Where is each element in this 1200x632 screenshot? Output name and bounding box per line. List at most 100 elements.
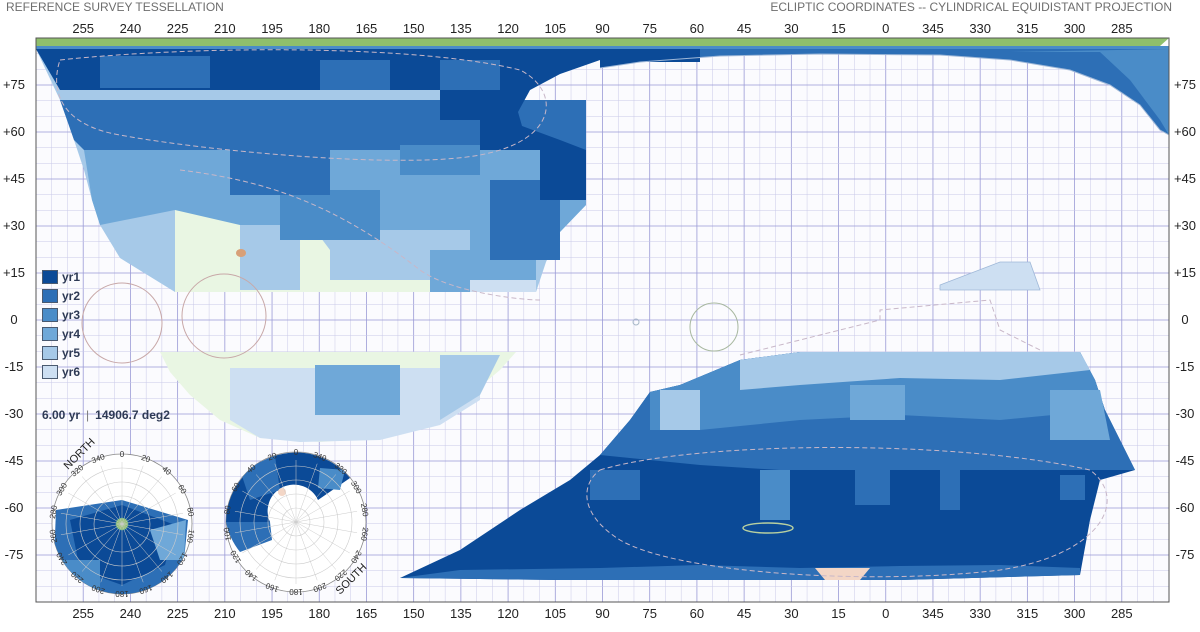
lat-tick-label: -75 bbox=[5, 547, 24, 562]
polar-spoke bbox=[68, 523, 123, 556]
top-edge-strip bbox=[36, 46, 1169, 49]
lat-tick-label: +15 bbox=[3, 265, 25, 280]
polar-tick-label: 280 bbox=[359, 503, 370, 518]
polar-tick-label: 80 bbox=[185, 507, 196, 518]
lat-tick-label: +30 bbox=[3, 218, 25, 233]
lon-tick-label: 105 bbox=[544, 21, 566, 36]
lon-tick-label: 120 bbox=[497, 21, 519, 36]
survey-summary: 6.00 yr | 14906.7 deg2 bbox=[42, 408, 170, 422]
reference-circle bbox=[689, 302, 739, 352]
lat-tick-label: +30 bbox=[1174, 218, 1196, 233]
north-wrap-yr1 bbox=[600, 49, 700, 68]
legend-label: yr2 bbox=[62, 288, 81, 303]
lon-tick-label: 135 bbox=[450, 606, 472, 621]
lat-tick-label: +15 bbox=[1174, 265, 1196, 280]
south-yr2-block bbox=[590, 470, 640, 500]
legend-swatch bbox=[42, 288, 58, 303]
dashed-track bbox=[739, 299, 1041, 356]
polar-tick-label: 160 bbox=[137, 583, 153, 596]
polar-spoke bbox=[100, 523, 123, 583]
lon-tick-label: 45 bbox=[737, 21, 751, 36]
polar-tick-label: 100 bbox=[185, 529, 196, 544]
south-yr2-block bbox=[855, 470, 890, 505]
polar-tick-label: 200 bbox=[90, 583, 106, 596]
polar-spoke bbox=[295, 510, 358, 523]
polar-tick-label: 340 bbox=[312, 450, 328, 463]
lon-tick-label: 315 bbox=[1017, 21, 1039, 36]
plot-frame bbox=[35, 37, 1170, 603]
lat-tick-label: +60 bbox=[3, 124, 25, 139]
lon-tick-label: 15 bbox=[831, 606, 845, 621]
polar-tick-label: 340 bbox=[90, 452, 106, 465]
south-dashed-contour bbox=[586, 447, 1108, 578]
projection-title: ECLIPTIC COORDINATES -- CYLINDRICAL EQUI… bbox=[770, 0, 1172, 14]
lon-tick-label: 285 bbox=[1111, 606, 1133, 621]
polar-tick-label: 0 bbox=[294, 448, 299, 457]
legend-item: yr2 bbox=[42, 286, 80, 305]
lon-tick-label: 240 bbox=[120, 606, 142, 621]
lon-tick-label: 255 bbox=[72, 21, 94, 36]
dashed-track bbox=[179, 169, 541, 301]
legend-item: yr5 bbox=[42, 343, 80, 362]
polar-tick-label: 100 bbox=[222, 526, 233, 541]
lon-tick-label: 195 bbox=[261, 21, 283, 36]
polar-tick-label: 200 bbox=[311, 581, 327, 594]
polar-tick-label: 160 bbox=[264, 581, 280, 594]
survey-area: 14906.7 deg2 bbox=[95, 408, 170, 422]
lon-tick-label: 30 bbox=[784, 21, 798, 36]
polar-tick-label: 20 bbox=[140, 453, 152, 465]
polar-spoke bbox=[295, 463, 318, 523]
legend-label: yr6 bbox=[62, 364, 81, 379]
south-west-yr5 bbox=[440, 355, 500, 420]
legend-swatch bbox=[42, 345, 58, 360]
south-yr4-block bbox=[1050, 390, 1110, 440]
legend-label: yr4 bbox=[62, 326, 81, 341]
lon-tick-label: 165 bbox=[356, 606, 378, 621]
legend-swatch bbox=[42, 269, 58, 284]
lat-tick-label: -45 bbox=[5, 453, 24, 468]
lon-tick-label: 150 bbox=[403, 21, 425, 36]
lat-tick-label: -45 bbox=[1176, 453, 1195, 468]
south-yr2-block bbox=[940, 470, 960, 510]
lat-tick-label: -15 bbox=[1176, 359, 1195, 374]
lat-tick-label: +60 bbox=[1174, 124, 1196, 139]
polar-spoke bbox=[295, 521, 358, 534]
polar-tick-label: 180 bbox=[289, 587, 303, 596]
polar-tick-label: 0 bbox=[120, 450, 125, 459]
lon-tick-label: 150 bbox=[403, 606, 425, 621]
polar-spoke bbox=[295, 521, 318, 581]
north-edge-line bbox=[599, 53, 1169, 136]
latitude-labels-right: +75 +60 +45 +30 +15 0 -15 -30 -45 -60 -75 bbox=[1174, 77, 1196, 562]
lon-tick-label: 90 bbox=[595, 606, 609, 621]
south-yr5-block bbox=[660, 390, 700, 430]
north-pole-inset: 0 204060801001201401601802002202402602803… bbox=[48, 436, 196, 598]
polar-spoke bbox=[295, 474, 337, 523]
lon-tick-label: 75 bbox=[642, 21, 656, 36]
polar-spoke bbox=[68, 492, 123, 525]
north-yr2-block bbox=[230, 150, 330, 195]
lon-tick-label: 135 bbox=[450, 21, 472, 36]
polar-spoke bbox=[242, 490, 297, 523]
lon-tick-label: 15 bbox=[831, 21, 845, 36]
survey-duration: 6.00 yr bbox=[42, 408, 81, 422]
reference-circle bbox=[81, 282, 163, 364]
legend-label: yr3 bbox=[62, 307, 81, 322]
lon-tick-label: 120 bbox=[497, 606, 519, 621]
north-yr5-block bbox=[240, 225, 300, 290]
polar-tick-label: 260 bbox=[359, 527, 370, 542]
survey-regions bbox=[36, 38, 1169, 580]
lat-tick-label: +45 bbox=[1174, 171, 1196, 186]
lon-tick-label: 345 bbox=[922, 606, 944, 621]
polar-tick-label: 180 bbox=[115, 589, 129, 598]
polar-spoke bbox=[121, 523, 176, 556]
reference-circle bbox=[181, 273, 267, 359]
lon-tick-label: 315 bbox=[1017, 606, 1039, 621]
polar-spoke bbox=[255, 474, 297, 523]
longitude-labels-bottom: 255 240 225 210 195 180 165 150 135 120 105 90 75 60 4… bbox=[72, 606, 1132, 621]
lat-tick-label: -60 bbox=[1176, 500, 1195, 515]
south-west-yr4 bbox=[315, 365, 400, 415]
lon-tick-label: 75 bbox=[642, 606, 656, 621]
